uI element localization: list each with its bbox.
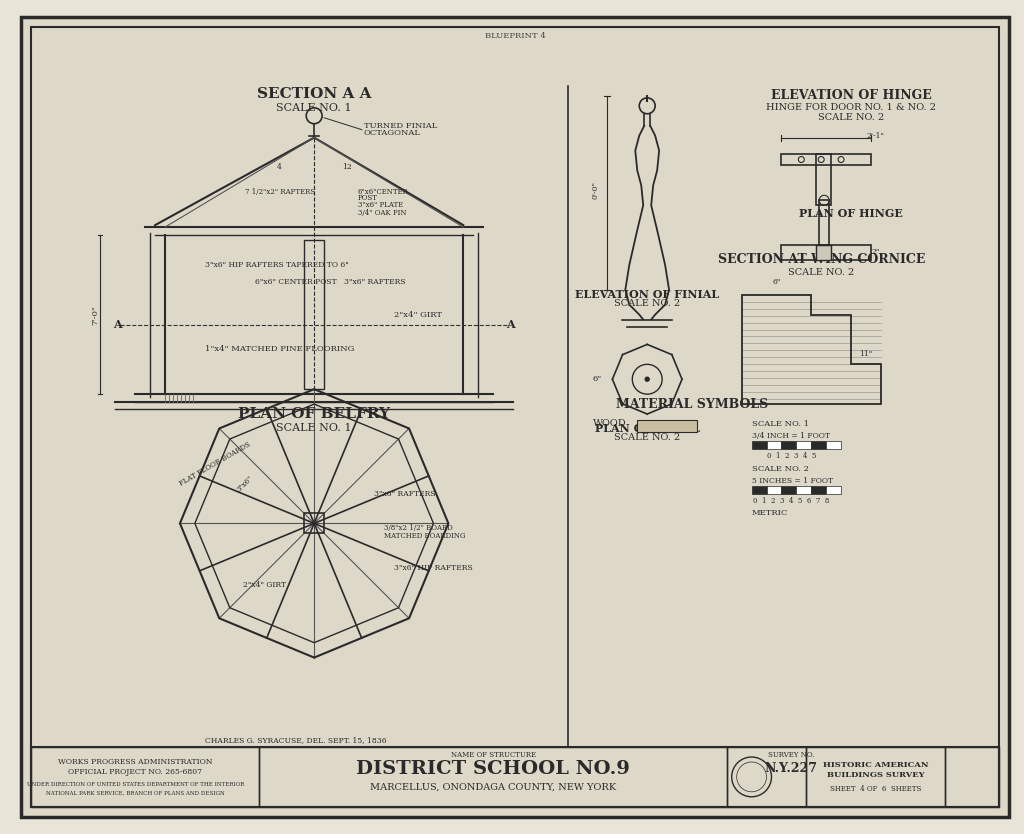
Bar (727, 747, 806, 806)
Text: SCALE NO. 2: SCALE NO. 2 (788, 269, 854, 278)
Text: MARCELLUS, ONONDAGA COUNTY, NEW YORK: MARCELLUS, ONONDAGA COUNTY, NEW YORK (370, 782, 616, 791)
Text: HINGE FOR DOOR NO. 1 & NO. 2: HINGE FOR DOOR NO. 1 & NO. 2 (766, 103, 936, 113)
Text: 3/4 INCH = 1 FOOT: 3/4 INCH = 1 FOOT (752, 432, 829, 440)
Bar (945, 747, 999, 806)
Bar (767, 441, 781, 449)
Text: SHEET  4 OF  6  SHEETS: SHEET 4 OF 6 SHEETS (830, 785, 922, 793)
Bar (781, 245, 870, 260)
Text: 2"x4" GIRT: 2"x4" GIRT (243, 581, 286, 589)
Text: 7'-0": 7'-0" (91, 304, 99, 324)
Text: FLAT FLOOR BOARDS: FLAT FLOOR BOARDS (178, 440, 252, 487)
Text: NATIONAL PARK SERVICE, BRANCH OF PLANS AND DESIGN: NATIONAL PARK SERVICE, BRANCH OF PLANS A… (46, 791, 224, 796)
Text: WOOD: WOOD (593, 420, 626, 429)
Bar (797, 485, 811, 494)
Text: 2'-1": 2'-1" (867, 132, 885, 139)
Text: SCALE NO. 1: SCALE NO. 1 (276, 423, 352, 433)
Text: 2"x4" GIRT: 2"x4" GIRT (393, 310, 441, 319)
Text: N.Y.227: N.Y.227 (765, 762, 818, 776)
Bar (781, 485, 797, 494)
Bar (816, 245, 831, 260)
Text: TURNED FINIAL: TURNED FINIAL (364, 122, 437, 130)
Text: PLAN OF BELFRY: PLAN OF BELFRY (239, 407, 390, 421)
Text: NAME OF STRUCTURE: NAME OF STRUCTURE (451, 751, 536, 759)
Text: 11": 11" (859, 350, 872, 359)
Text: BLUEPRINT 4: BLUEPRINT 4 (484, 33, 546, 40)
Bar (781, 153, 870, 165)
Bar (819, 200, 829, 245)
Text: OFFICIAL PROJECT NO. 265-6807: OFFICIAL PROJECT NO. 265-6807 (69, 768, 202, 776)
Text: A: A (113, 319, 122, 330)
Circle shape (645, 377, 649, 381)
Text: ELEVATION OF HINGE: ELEVATION OF HINGE (771, 89, 932, 103)
Text: BUILDINGS SURVEY: BUILDINGS SURVEY (827, 771, 925, 779)
Text: 6"x6"CENTER: 6"x6"CENTER (358, 188, 409, 196)
Text: 3"x6" HIP RAFTERS: 3"x6" HIP RAFTERS (393, 564, 472, 572)
Text: POST: POST (358, 194, 378, 203)
Bar (304, 240, 325, 389)
Text: CHARLES G. SYRACUSE, DEL. SEPT. 15, 1836: CHARLES G. SYRACUSE, DEL. SEPT. 15, 1836 (205, 736, 386, 744)
Text: SCALE NO. 1: SCALE NO. 1 (752, 420, 809, 428)
Text: PLAN OF FINIAL: PLAN OF FINIAL (595, 424, 699, 435)
Bar (826, 485, 841, 494)
Text: 2": 2" (871, 248, 880, 256)
Text: SECTION AT WING CORNICE: SECTION AT WING CORNICE (718, 254, 925, 266)
Text: SCALE NO. 2: SCALE NO. 2 (818, 113, 884, 123)
Text: OCTAGONAL: OCTAGONAL (364, 128, 421, 137)
Text: HISTORIC AMERICAN: HISTORIC AMERICAN (823, 761, 929, 769)
Text: 5 INCHES = 1 FOOT: 5 INCHES = 1 FOOT (752, 476, 833, 485)
Text: MATCHED BOARDING: MATCHED BOARDING (384, 532, 465, 540)
Bar (31, 747, 259, 806)
Text: METRIC: METRIC (752, 510, 788, 517)
Bar (31, 747, 999, 806)
Text: 0  1  2  3  4  5: 0 1 2 3 4 5 (767, 452, 816, 460)
Text: 3"x6" HIP RAFTERS TAPERED TO 6": 3"x6" HIP RAFTERS TAPERED TO 6" (205, 261, 348, 269)
Text: 0'-0": 0'-0" (592, 181, 599, 199)
Bar (826, 441, 841, 449)
Bar (752, 485, 767, 494)
Bar (781, 441, 797, 449)
Text: 7 1/2"x2" RAFTERS: 7 1/2"x2" RAFTERS (245, 188, 314, 196)
Bar (811, 485, 826, 494)
Text: SURVEY NO.: SURVEY NO. (768, 751, 815, 759)
Bar (767, 485, 781, 494)
Text: 3/8"x2 1/2" BOARD: 3/8"x2 1/2" BOARD (384, 525, 453, 532)
Text: SCALE NO. 2: SCALE NO. 2 (614, 299, 680, 309)
Text: 3"x6" PLATE: 3"x6" PLATE (358, 201, 403, 209)
Bar (816, 153, 831, 205)
Text: 6"x6" CENTER POST: 6"x6" CENTER POST (255, 278, 336, 286)
Bar (797, 441, 811, 449)
Bar (752, 441, 767, 449)
Text: ELEVATION OF FINIAL: ELEVATION OF FINIAL (575, 289, 719, 300)
Text: 3"x6" RAFTERS: 3"x6" RAFTERS (374, 490, 435, 498)
Text: 4: 4 (276, 163, 282, 172)
Text: 12: 12 (342, 163, 352, 172)
Text: 0  1  2  3  4  5  6  7  8: 0 1 2 3 4 5 6 7 8 (754, 496, 829, 505)
Text: MATERIAL SYMBOLS: MATERIAL SYMBOLS (615, 398, 768, 410)
Text: 3/4" OAK PIN: 3/4" OAK PIN (358, 209, 407, 217)
Bar (811, 441, 826, 449)
Text: WORKS PROGRESS ADMINISTRATION: WORKS PROGRESS ADMINISTRATION (58, 758, 212, 766)
Text: PLAN OF HINGE: PLAN OF HINGE (799, 208, 903, 219)
Text: SCALE NO. 2: SCALE NO. 2 (752, 465, 809, 473)
Text: UNDER DIRECTION OF UNITED STATES DEPARTMENT OF THE INTERIOR: UNDER DIRECTION OF UNITED STATES DEPARTM… (27, 782, 244, 787)
Bar (304, 514, 325, 533)
Text: 1"x4" MATCHED PINE FLOORING: 1"x4" MATCHED PINE FLOORING (205, 345, 354, 354)
Bar (259, 747, 727, 806)
Text: 6": 6" (593, 375, 602, 383)
Text: A: A (506, 319, 514, 330)
Text: SECTION A A: SECTION A A (257, 87, 372, 101)
Text: DISTRICT SCHOOL NO.9: DISTRICT SCHOOL NO.9 (356, 760, 630, 778)
Text: 3"x6" RAFTERS: 3"x6" RAFTERS (344, 278, 406, 286)
Text: 6": 6" (772, 278, 780, 286)
Bar (637, 420, 697, 432)
Text: 3"x6": 3"x6" (234, 474, 254, 493)
Bar (806, 747, 945, 806)
Text: SCALE NO. 2: SCALE NO. 2 (614, 434, 680, 442)
Text: SCALE NO. 1: SCALE NO. 1 (276, 103, 352, 113)
